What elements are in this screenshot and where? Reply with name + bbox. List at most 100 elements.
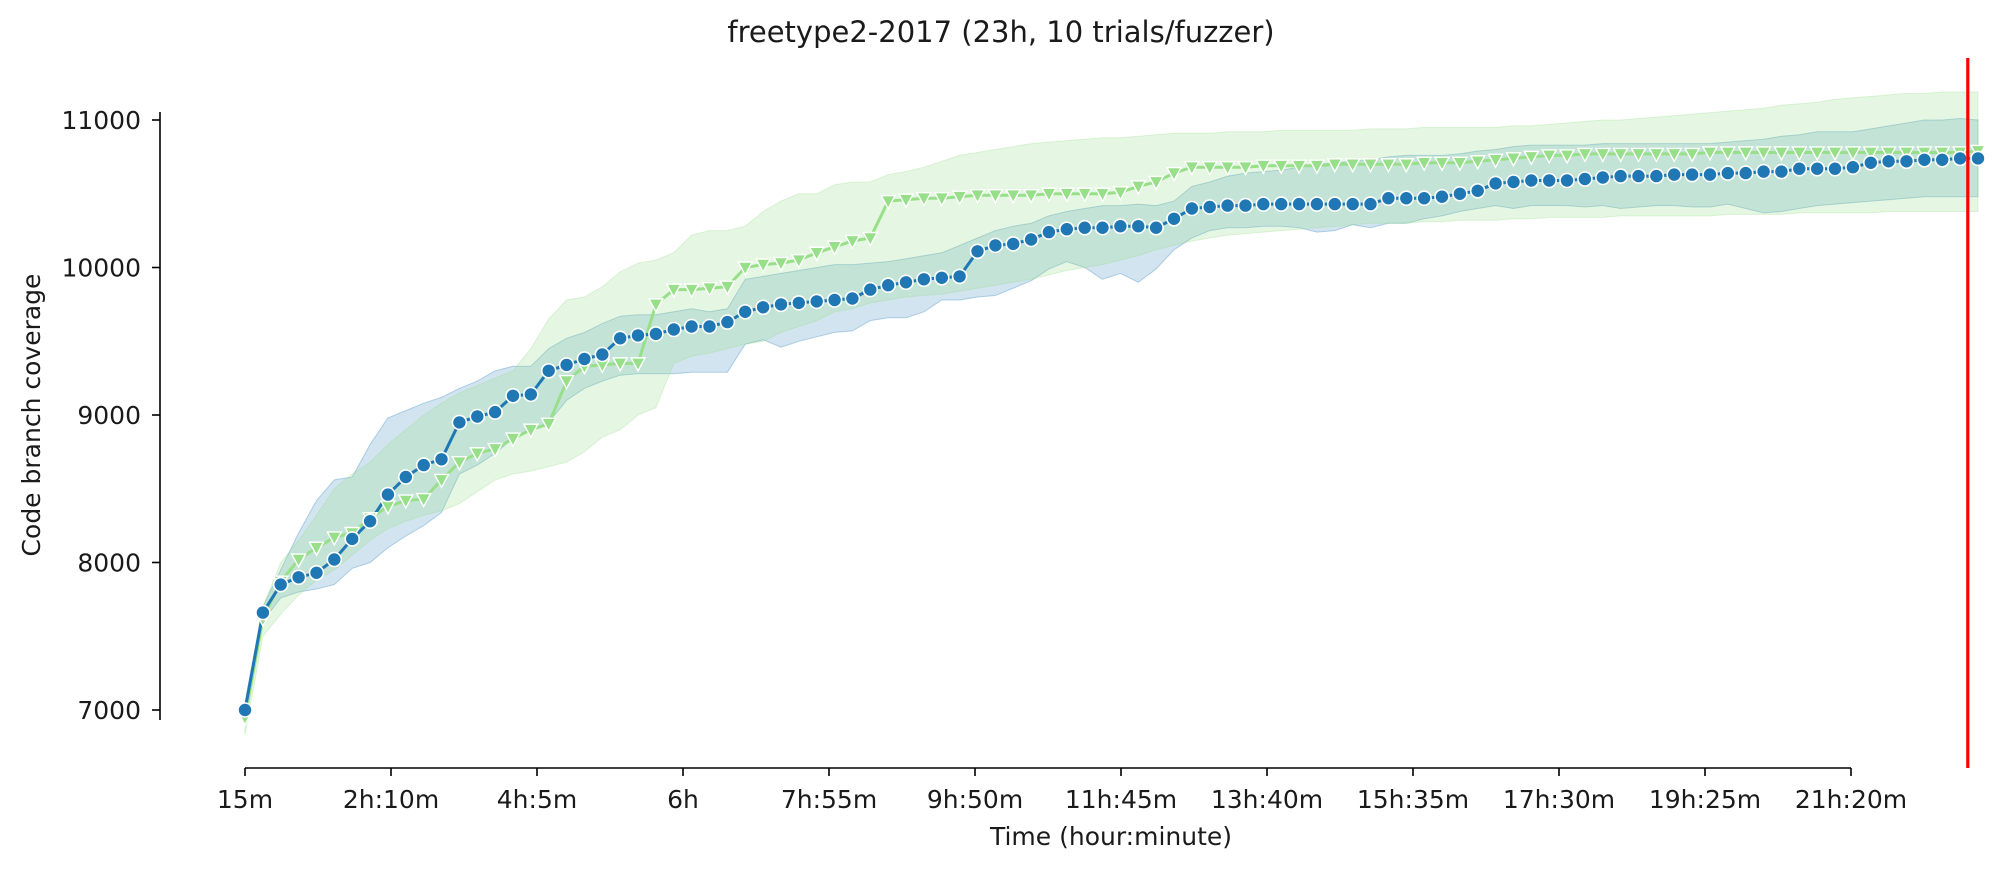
point-series-2 — [647, 298, 665, 314]
point-series-1 — [612, 330, 629, 347]
point-series-2 — [754, 258, 772, 274]
point-series-1 — [1720, 165, 1736, 181]
y-ticks: 7000 8000 9000 10000 11000 — [61, 106, 160, 725]
point-series-2 — [1630, 147, 1647, 163]
point-series-2 — [1755, 146, 1772, 162]
point-series-2 — [897, 193, 915, 209]
point-series-1 — [1076, 219, 1093, 236]
point-series-2 — [1791, 146, 1808, 162]
point-series-2 — [826, 240, 843, 256]
point-series-2 — [1880, 146, 1897, 162]
point-series-1 — [880, 277, 897, 294]
point-series-2 — [308, 541, 325, 557]
point-series-1 — [1630, 168, 1647, 184]
point-series-1 — [1434, 188, 1450, 205]
point-series-2 — [969, 189, 986, 205]
point-series-1 — [1523, 172, 1540, 189]
point-series-1 — [1094, 219, 1111, 236]
point-series-2 — [1005, 189, 1022, 205]
point-series-2 — [1147, 175, 1165, 191]
x-tick-label: 15m — [217, 785, 273, 814]
point-series-1 — [576, 351, 593, 367]
point-series-1 — [916, 271, 932, 288]
x-tick-label: 19h:25m — [1649, 785, 1761, 814]
point-series-1 — [1344, 196, 1361, 212]
point-series-2 — [469, 447, 486, 463]
point-series-1 — [522, 386, 539, 403]
point-series-2 — [1469, 155, 1486, 171]
point-series-2 — [862, 231, 879, 247]
point-series-1 — [1059, 221, 1075, 237]
point-series-2 — [1844, 146, 1862, 162]
point-series-1 — [844, 290, 861, 307]
point-series-1 — [1648, 168, 1665, 184]
point-series-2 — [987, 189, 1004, 205]
point-series-1 — [1809, 160, 1825, 177]
point-series-1 — [648, 326, 664, 342]
point-series-2 — [1898, 146, 1915, 162]
point-series-2 — [1576, 147, 1594, 163]
point-series-2 — [844, 234, 861, 250]
point-series-1 — [701, 318, 718, 335]
point-series-1 — [1362, 196, 1379, 212]
x-tick-label: 9h:50m — [927, 785, 1023, 814]
point-series-2 — [1290, 159, 1308, 175]
point-series-2 — [612, 357, 629, 373]
x-tick-label: 7h:55m — [781, 785, 877, 814]
point-series-2 — [451, 456, 468, 472]
y-tick-label: 11000 — [61, 106, 141, 135]
y-tick-label: 9000 — [77, 401, 141, 430]
point-series-1 — [1273, 196, 1289, 212]
band-series-1 — [244, 117, 1979, 718]
point-series-1 — [1505, 174, 1522, 190]
point-series-1 — [1327, 196, 1343, 212]
point-series-1 — [255, 604, 271, 621]
point-series-2 — [772, 256, 790, 273]
point-series-2 — [1683, 147, 1701, 163]
point-series-1 — [1219, 197, 1236, 214]
point-series-1 — [826, 292, 843, 308]
point-series-1 — [380, 486, 396, 503]
point-series-2 — [915, 191, 933, 208]
point-series-1 — [487, 404, 503, 420]
point-series-1 — [594, 346, 611, 363]
point-series-1 — [1469, 183, 1486, 199]
point-series-1 — [469, 408, 486, 425]
point-series-2 — [1648, 147, 1665, 163]
point-series-2 — [1487, 153, 1504, 169]
point-series-1 — [1309, 196, 1325, 212]
point-series-1 — [1773, 163, 1790, 180]
point-series-2 — [1201, 160, 1218, 177]
point-series-2 — [1737, 146, 1754, 162]
point-series-2 — [1362, 158, 1379, 174]
point-series-2 — [1773, 146, 1790, 162]
point-series-2 — [1558, 149, 1576, 165]
point-series-2 — [790, 253, 808, 270]
point-series-1 — [1827, 160, 1843, 177]
point-series-1 — [665, 321, 682, 338]
point-series-2 — [1183, 160, 1201, 177]
point-series-2 — [737, 261, 754, 277]
point-series-1 — [1880, 153, 1897, 170]
point-series-1 — [1452, 186, 1468, 202]
point-series-1 — [326, 551, 343, 568]
point-series-2 — [683, 283, 700, 299]
point-series-1 — [505, 387, 521, 404]
point-series-1 — [808, 293, 825, 310]
point-series-1 — [308, 564, 325, 581]
point-series-2 — [1165, 166, 1183, 183]
point-series-1 — [1005, 236, 1022, 252]
point-series-1 — [1791, 160, 1808, 177]
point-series-2 — [1130, 180, 1147, 196]
point-series-2 — [540, 417, 557, 433]
point-series-1 — [1398, 190, 1415, 206]
point-series-2 — [1255, 159, 1272, 175]
point-series-1 — [1952, 150, 1968, 167]
x-tick-label: 21h:20m — [1795, 785, 1907, 814]
point-series-2 — [1451, 156, 1469, 172]
point-series-2 — [1112, 186, 1129, 202]
point-series-1 — [451, 414, 468, 431]
point-series-1 — [1559, 172, 1575, 189]
point-series-2 — [558, 374, 575, 391]
